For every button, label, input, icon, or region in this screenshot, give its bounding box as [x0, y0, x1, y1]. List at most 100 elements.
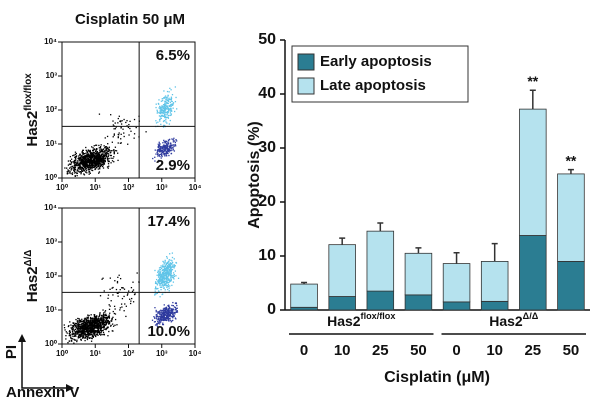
cell-dot: [95, 166, 98, 169]
cell-dot: [73, 323, 76, 326]
cell-dot: [171, 312, 173, 314]
cell-dot: [81, 331, 83, 333]
cell-dot: [116, 282, 119, 284]
cell-dot: [173, 275, 176, 277]
cell-dot: [164, 145, 167, 147]
cell-dot: [105, 322, 107, 324]
cell-dot: [161, 147, 163, 150]
cell-dot: [104, 316, 106, 318]
cell-dot: [167, 316, 170, 319]
cell-dot: [120, 123, 123, 125]
cell-dot: [103, 334, 106, 336]
cell-dot: [99, 157, 102, 159]
cell-dot: [66, 172, 69, 175]
cell-dot: [172, 103, 174, 105]
cell-dot: [167, 276, 169, 278]
cell-dot: [103, 312, 105, 314]
cell-dot: [170, 315, 172, 317]
cell-dot: [99, 163, 101, 165]
cell-dot: [87, 330, 89, 332]
cell-dot: [70, 338, 73, 340]
cell-dot: [167, 114, 170, 117]
cell-dot: [91, 153, 93, 155]
cell-dot: [159, 275, 162, 277]
genotype-name: Has2: [24, 111, 41, 147]
cell-dot: [174, 100, 177, 103]
x-tick-label: 10³: [156, 349, 168, 358]
cell-dot: [172, 308, 174, 310]
cell-dot: [159, 284, 161, 287]
cell-dot: [105, 147, 107, 149]
cell-dot: [78, 324, 80, 326]
cell-dot: [172, 265, 174, 267]
cell-dot: [169, 144, 172, 147]
quadrant-value: 10.0%: [147, 323, 190, 340]
cell-dot: [164, 283, 166, 285]
cell-dot: [77, 329, 79, 331]
cell-dot: [165, 317, 168, 320]
cell-dot: [112, 294, 114, 296]
cell-dot: [162, 266, 164, 268]
cell-dot: [92, 336, 94, 339]
cell-dot: [80, 158, 83, 161]
cell-dot: [73, 329, 75, 331]
cell-dot: [159, 148, 161, 150]
cell-dot: [165, 308, 167, 310]
cell-dot: [90, 162, 92, 164]
cell-dot: [96, 157, 98, 159]
cell-dot: [171, 268, 174, 271]
cell-dot: [168, 304, 170, 306]
cell-dot: [174, 312, 176, 314]
cell-dot: [98, 154, 101, 157]
cell-dot: [90, 158, 92, 160]
cell-dot: [84, 339, 86, 342]
cell-dot: [155, 287, 157, 289]
cell-dot: [70, 336, 72, 338]
cell-dot: [163, 273, 165, 276]
cell-dot: [79, 156, 82, 158]
cell-dot: [98, 156, 100, 158]
cell-dot: [164, 268, 166, 270]
cell-dot: [123, 118, 125, 121]
cell-dot: [82, 337, 84, 339]
cell-dot: [170, 276, 172, 278]
cell-dot: [94, 326, 97, 329]
cell-dot: [162, 142, 164, 144]
cell-dot: [86, 154, 88, 157]
cell-dot: [90, 328, 92, 331]
cell-dot: [81, 325, 83, 327]
cell-dot: [172, 316, 174, 318]
cell-dot: [164, 314, 166, 316]
cell-dot: [80, 161, 83, 163]
cell-dot: [165, 308, 168, 310]
cell-dot: [162, 308, 164, 310]
cell-dot: [158, 107, 160, 109]
cell-dot: [164, 309, 167, 312]
genotype-superscript: Δ/Δ: [523, 312, 539, 322]
cell-dot: [165, 107, 167, 109]
cell-dot: [92, 325, 95, 327]
x-tick-label: 50: [410, 342, 427, 359]
cell-dot: [111, 318, 113, 320]
bar-segment: [290, 306, 318, 311]
cell-dot: [89, 334, 92, 336]
cell-dot: [84, 165, 87, 167]
cell-dot: [163, 97, 166, 99]
cell-dot: [173, 265, 175, 267]
cell-dot: [102, 156, 104, 158]
cell-dot: [81, 160, 83, 162]
cell-dot: [161, 149, 163, 151]
cell-dot: [78, 155, 80, 157]
cell-dot: [104, 314, 106, 317]
cell-dot: [156, 282, 158, 285]
cell-dot: [170, 113, 173, 115]
cell-dot: [175, 318, 177, 320]
cell-dot: [163, 124, 165, 127]
cell-dot: [117, 276, 119, 278]
cell-dot: [84, 155, 87, 157]
cell-dot: [103, 158, 105, 160]
error-bar: [529, 89, 536, 110]
cell-dot: [167, 108, 170, 110]
y-tick-label: 10¹: [45, 305, 57, 314]
cell-dot: [82, 335, 84, 337]
